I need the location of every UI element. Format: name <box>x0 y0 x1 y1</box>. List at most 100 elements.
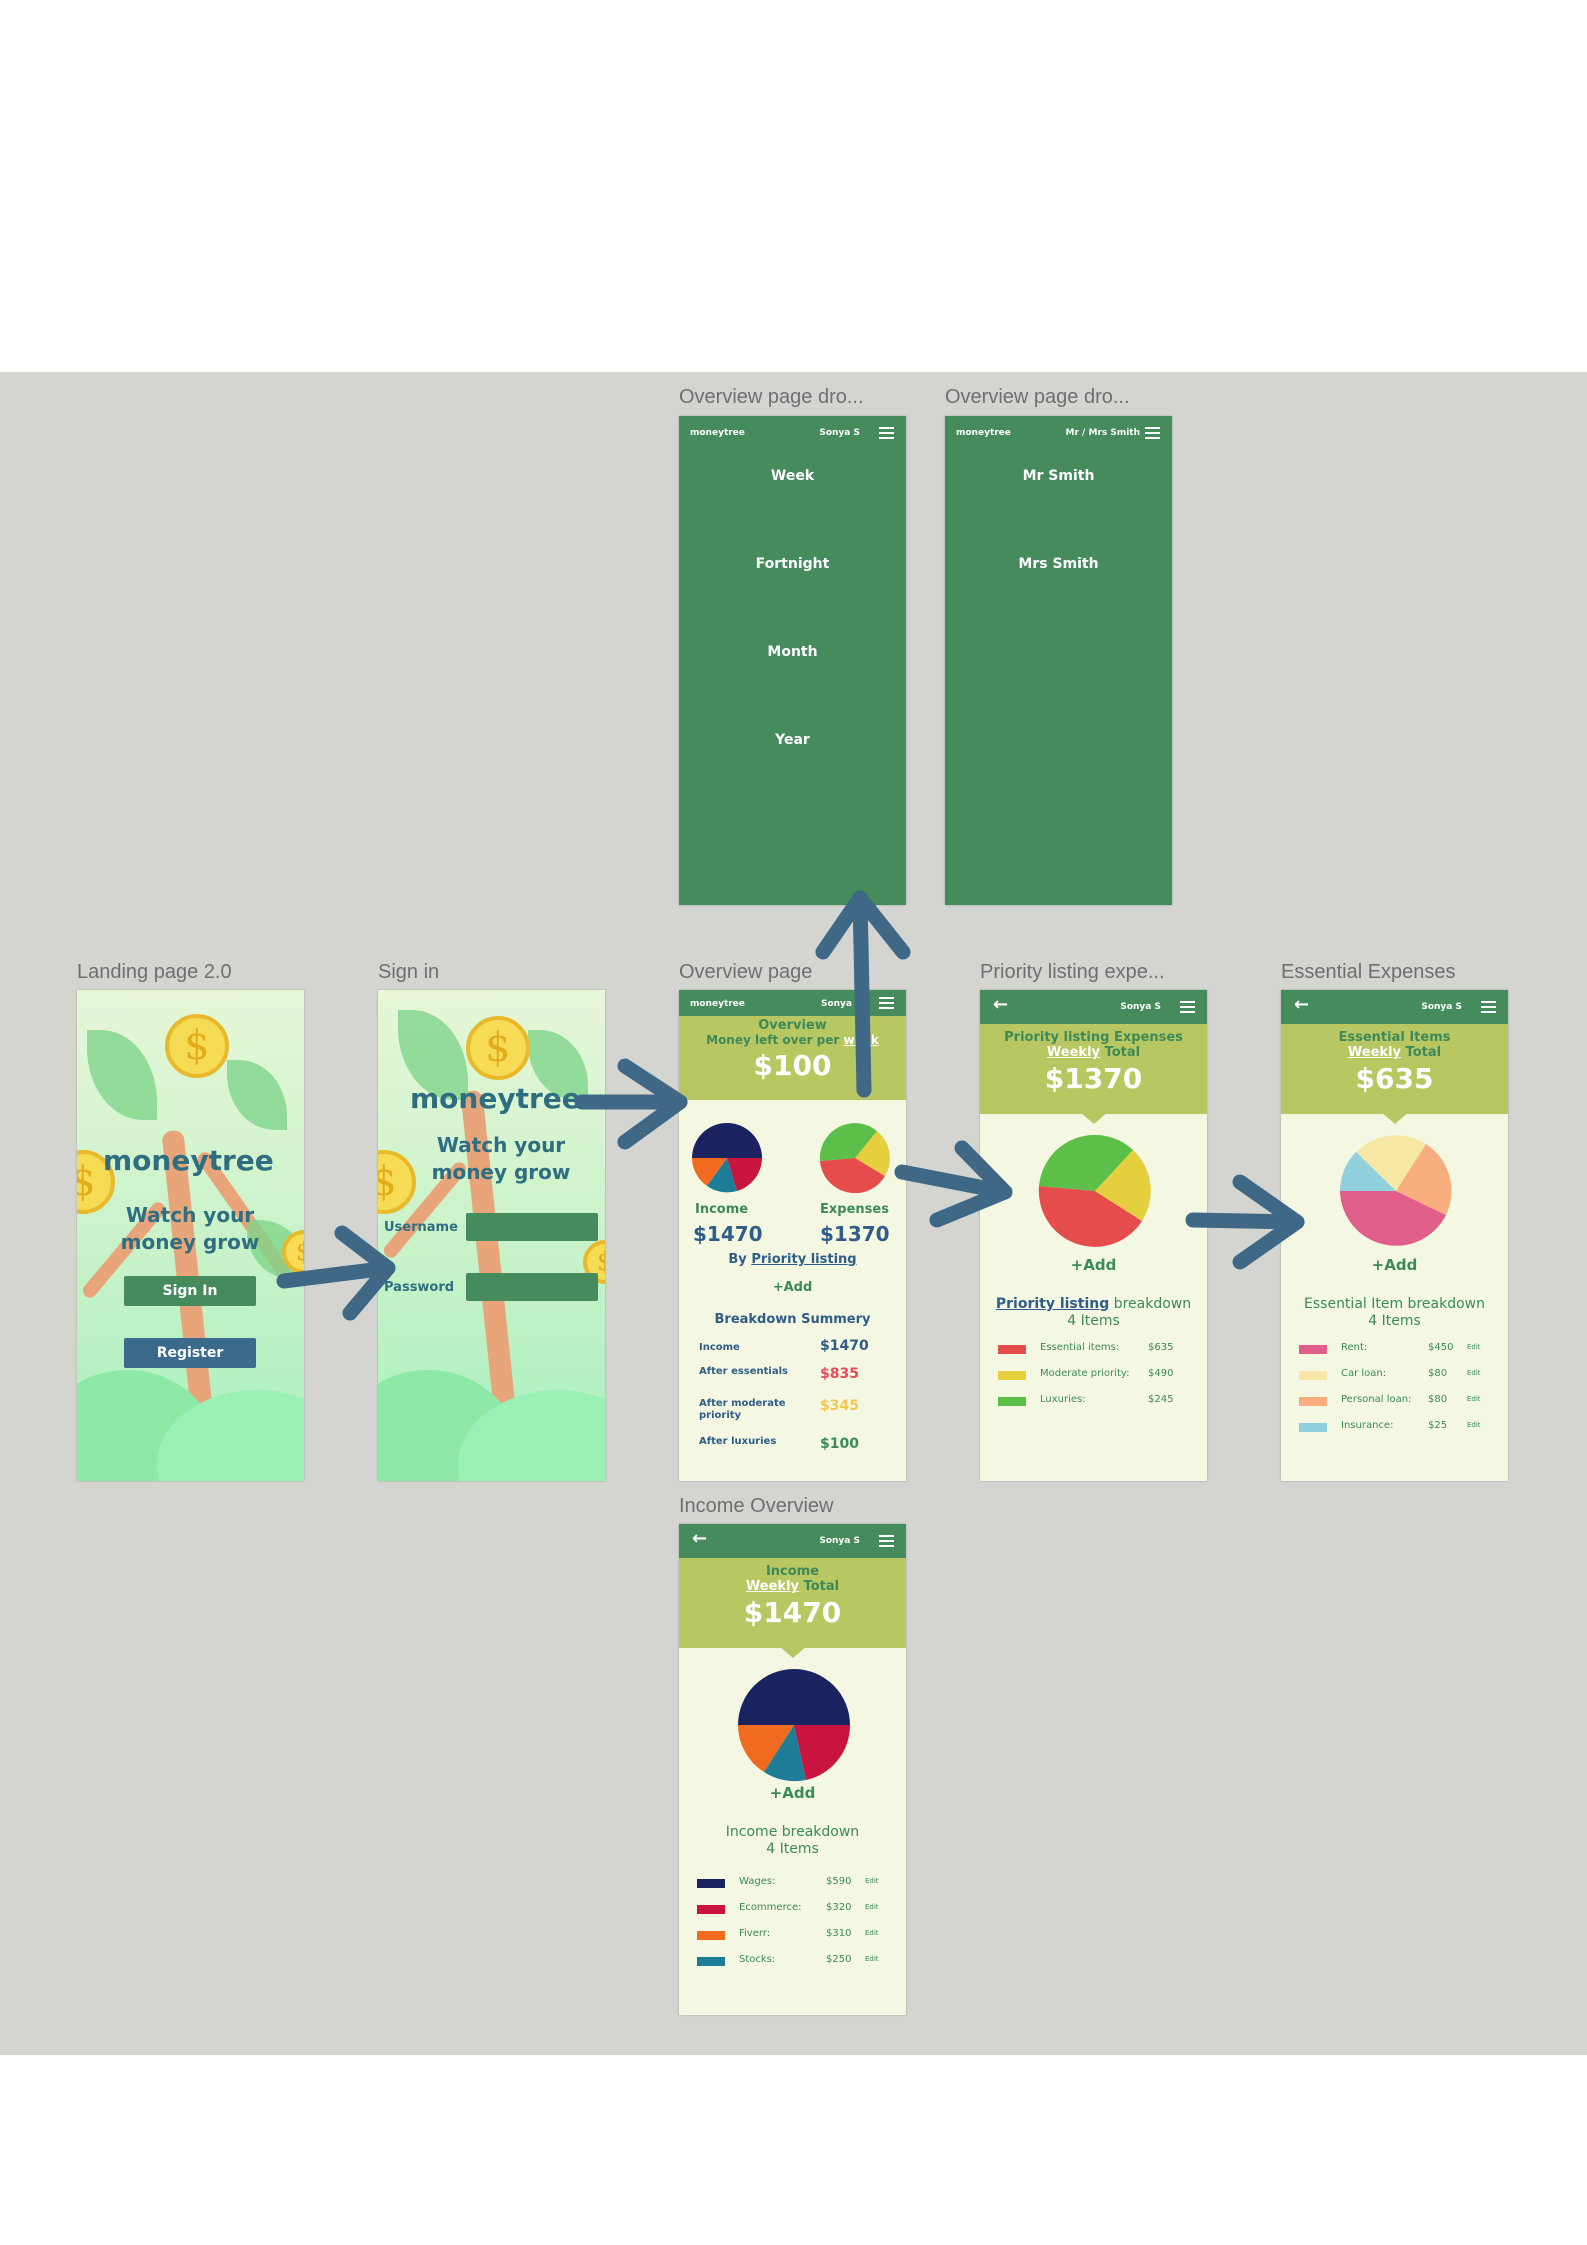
user-name[interactable]: Sonya S <box>1421 1002 1462 1012</box>
frame-label-landing[interactable]: Landing page 2.0 <box>77 961 232 983</box>
overview-subtitle: Money left over per week <box>679 1033 906 1047</box>
hamburger-menu-icon[interactable] <box>1481 1001 1496 1013</box>
add-button[interactable]: +Add <box>1281 1256 1508 1274</box>
priority-listing-link[interactable]: Priority listing <box>751 1252 857 1267</box>
color-swatch <box>697 1905 725 1914</box>
frame-label-dropdown-period[interactable]: Overview page dro... <box>679 386 864 408</box>
items-count: 4 Items <box>1067 1313 1120 1329</box>
priority-pie-chart[interactable] <box>1038 1134 1152 1248</box>
edit-link[interactable]: Edit <box>1467 1421 1481 1429</box>
back-arrow-icon[interactable]: ← <box>1294 994 1310 1015</box>
list-item[interactable]: Rent: $450 Edit <box>1281 1342 1508 1358</box>
breakdown-word: breakdown <box>1113 1296 1192 1312</box>
add-button[interactable]: +Add <box>980 1256 1207 1274</box>
user-name[interactable]: Sonya S <box>819 428 860 438</box>
frame-label-overview[interactable]: Overview page <box>679 961 813 983</box>
frame-dropdown-user[interactable]: moneytree Mr / Mrs Smith Mr Smith Mrs Sm… <box>945 416 1172 905</box>
add-label: Add <box>1384 1256 1418 1274</box>
frame-label-income[interactable]: Income Overview <box>679 1495 834 1517</box>
color-swatch <box>1299 1371 1327 1380</box>
dollar-coin-icon: $ <box>165 1014 229 1078</box>
dropdown-option-mrs-smith[interactable]: Mrs Smith <box>1018 556 1099 572</box>
leaf-shape <box>87 1030 157 1120</box>
total-band: Priority listing Expenses Weekly Total $… <box>980 1024 1207 1114</box>
item-label: Wages: <box>739 1876 776 1887</box>
edit-link[interactable]: Edit <box>1467 1369 1481 1377</box>
subtitle-text: Money left over per <box>706 1033 840 1047</box>
period-dropdown-link[interactable]: week <box>843 1033 879 1047</box>
password-field[interactable] <box>466 1273 598 1301</box>
frame-essential[interactable]: ← Sonya S Essential Items Weekly Total $… <box>1281 990 1508 1481</box>
edit-link[interactable]: Edit <box>865 1903 879 1911</box>
by-text: By <box>728 1252 747 1267</box>
period-link[interactable]: Weekly <box>1046 1045 1101 1060</box>
dropdown-option-fortnight[interactable]: Fortnight <box>755 556 830 572</box>
period-link[interactable]: Weekly <box>745 1579 800 1594</box>
summary-label: After luxuries <box>699 1436 777 1447</box>
dropdown-option-mr-smith[interactable]: Mr Smith <box>1022 468 1095 484</box>
pie-slice-wages <box>738 1669 850 1725</box>
frame-income[interactable]: ← Sonya S Income Weekly Total $1470 +Add… <box>679 1524 906 2015</box>
frame-overview[interactable]: moneytree Sonya Overview Money left over… <box>679 990 906 1481</box>
app-header: ← Sonya S <box>679 1524 906 1558</box>
user-name[interactable]: Sonya S <box>819 1536 860 1546</box>
breakdown-title: Income breakdown <box>725 1824 860 1840</box>
color-swatch <box>697 1931 725 1940</box>
priority-listing-link[interactable]: Priority listing <box>995 1296 1110 1312</box>
list-item[interactable]: Essential items: $635 <box>980 1342 1207 1358</box>
edit-link[interactable]: Edit <box>865 1955 879 1963</box>
hamburger-menu-icon[interactable] <box>879 997 894 1009</box>
add-button[interactable]: +Add <box>679 1784 906 1802</box>
user-name[interactable]: Sonya S <box>1120 1002 1161 1012</box>
list-item[interactable]: Ecommerce: $320 Edit <box>679 1902 906 1918</box>
sign-in-button[interactable]: Sign In <box>124 1276 256 1306</box>
list-item[interactable]: Personal loan: $80 Edit <box>1281 1394 1508 1410</box>
frame-signin[interactable]: $ $ $ moneytree Watch your money grow Us… <box>378 990 605 1481</box>
list-item[interactable]: Stocks: $250 Edit <box>679 1954 906 1970</box>
frame-label-signin[interactable]: Sign in <box>378 961 440 983</box>
dropdown-option-week[interactable]: Week <box>770 468 815 484</box>
income-pie-chart[interactable] <box>737 1668 851 1782</box>
hamburger-menu-icon[interactable] <box>1180 1001 1195 1013</box>
pie-slice-personal-loan <box>1396 1144 1452 1215</box>
hamburger-menu-icon[interactable] <box>879 427 894 439</box>
list-item[interactable]: Wages: $590 Edit <box>679 1876 906 1892</box>
list-item[interactable]: Luxuries: $245 <box>980 1394 1207 1410</box>
edit-link[interactable]: Edit <box>865 1877 879 1885</box>
total-amount: $635 <box>1355 1062 1434 1095</box>
back-arrow-icon[interactable]: ← <box>993 994 1009 1015</box>
period-link[interactable]: Weekly <box>1347 1045 1402 1060</box>
hamburger-menu-icon[interactable] <box>879 1535 894 1547</box>
dropdown-option-year[interactable]: Year <box>775 732 810 748</box>
list-item[interactable]: Insurance: $25 Edit <box>1281 1420 1508 1436</box>
list-item[interactable]: Moderate priority: $490 <box>980 1368 1207 1384</box>
frame-label-essential[interactable]: Essential Expenses <box>1281 961 1456 983</box>
register-button[interactable]: Register <box>124 1338 256 1368</box>
income-pie-chart[interactable] <box>691 1122 763 1194</box>
list-item[interactable]: Fiverr: $310 Edit <box>679 1928 906 1944</box>
dropdown-option-month[interactable]: Month <box>767 644 818 660</box>
color-swatch <box>1299 1397 1327 1406</box>
edit-link[interactable]: Edit <box>865 1929 879 1937</box>
edit-link[interactable]: Edit <box>1467 1343 1481 1351</box>
item-label: Rent: <box>1341 1342 1368 1353</box>
breakdown-heading: Income breakdown 4 Items <box>679 1824 906 1858</box>
frame-label-priority[interactable]: Priority listing expe... <box>980 961 1165 983</box>
frame-landing[interactable]: $ $ $ moneytree Watch your money grow Si… <box>77 990 304 1481</box>
expenses-pie-chart[interactable] <box>819 1122 891 1194</box>
hamburger-menu-icon[interactable] <box>1145 427 1160 439</box>
username-label: Username <box>384 1220 458 1235</box>
frame-dropdown-period[interactable]: moneytree Sonya S Week Fortnight Month Y… <box>679 416 906 905</box>
user-name[interactable]: Sonya <box>820 999 852 1009</box>
add-button[interactable]: +Add <box>679 1280 906 1295</box>
frame-priority[interactable]: ← Sonya S Priority listing Expenses Week… <box>980 990 1207 1481</box>
back-arrow-icon[interactable]: ← <box>692 1528 708 1549</box>
frame-label-dropdown-user[interactable]: Overview page dro... <box>945 386 1130 408</box>
item-value: $590 <box>826 1876 852 1887</box>
essential-pie-chart[interactable] <box>1339 1134 1453 1248</box>
add-label: Add <box>783 1280 813 1295</box>
list-item[interactable]: Car loan: $80 Edit <box>1281 1368 1508 1384</box>
user-name[interactable]: Mr / Mrs Smith <box>1065 428 1141 438</box>
username-field[interactable] <box>466 1213 598 1241</box>
edit-link[interactable]: Edit <box>1467 1395 1481 1403</box>
